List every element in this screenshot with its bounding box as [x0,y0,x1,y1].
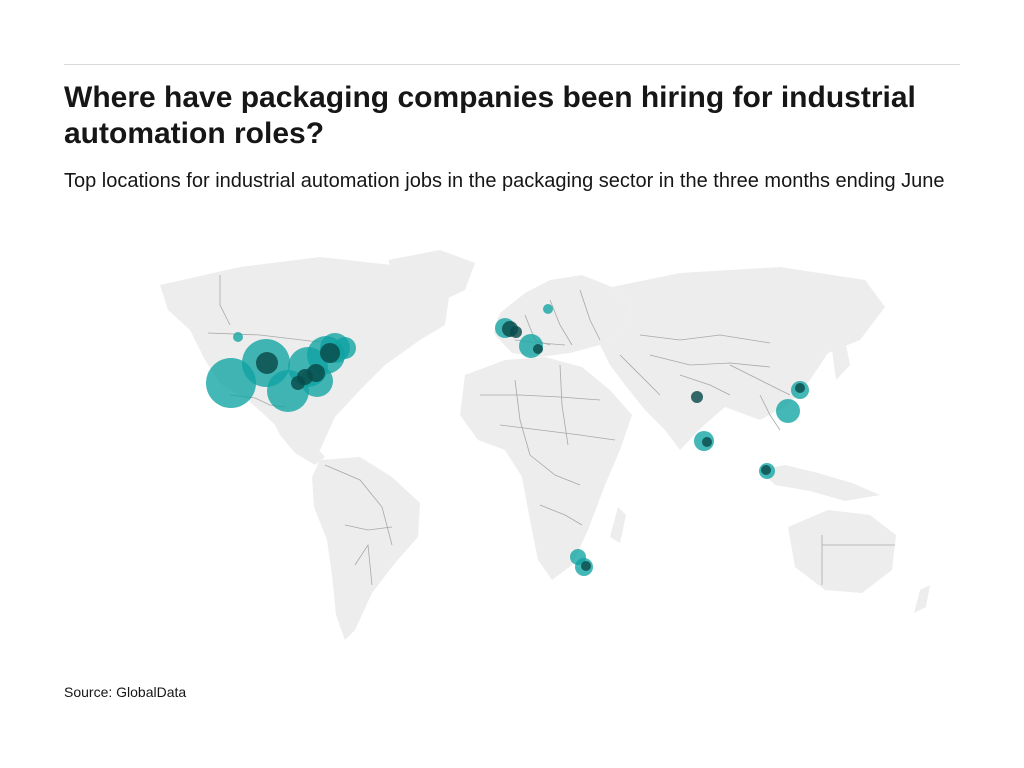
bubble-sweden [543,304,553,314]
source-note: Source: GlobalData [64,684,187,700]
land-japan [832,340,850,380]
land-africa [460,357,632,580]
land-layer [160,250,930,640]
bubble-layer [206,304,809,576]
top-divider [64,64,960,65]
land-greenland [388,250,475,307]
chart-title: Where have packaging companies been hiri… [64,81,916,150]
land-australia [788,510,896,593]
bubble-italy-core [533,344,543,354]
bubble-mumbai [691,391,703,403]
bubble-durban-core [581,561,591,571]
bubble-vancouver [233,332,243,342]
bubble-great-lakes-core [320,343,340,363]
bubble-chicago-core [291,376,305,390]
bubble-utah-core [256,352,278,374]
bubble-netherlands [510,326,522,338]
bubble-hong-kong [776,399,800,423]
land-central-america [270,415,325,465]
world-bubble-map [160,250,930,640]
bubble-bangalore-core [702,437,712,447]
bubble-singapore-core [761,465,771,475]
land-asia [600,267,885,450]
land-new-zealand [914,585,930,613]
land-indonesia [760,465,880,501]
land-madagascar [610,507,626,543]
bubble-shanghai-core [795,383,805,393]
chart-subtitle: Top locations for industrial automation … [64,170,945,192]
